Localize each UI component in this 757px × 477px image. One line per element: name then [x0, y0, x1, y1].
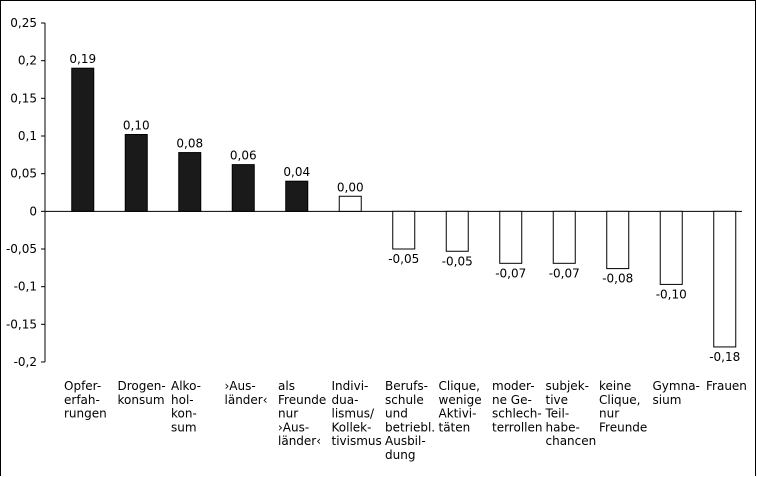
y-tick-label: 0,15 — [10, 91, 37, 105]
category-label-line: subjek- — [546, 379, 589, 393]
category-label-line: wenige — [439, 393, 482, 407]
category-label-line: tivismus — [332, 434, 382, 448]
category-label-line: sum — [171, 420, 197, 434]
y-tick-label: -0,1 — [14, 280, 37, 294]
category-label: ›Aus-länder‹ — [225, 379, 268, 407]
bar-value-label: 0,06 — [230, 149, 257, 163]
category-label-line: Freunde — [599, 420, 647, 434]
category-label-line: Clique, — [439, 379, 480, 393]
category-label-line: hol- — [171, 393, 194, 407]
category-label: Indivi-dua-lismus/Kollek-tivismus — [332, 379, 382, 448]
category-label-line: Frauen — [706, 379, 747, 393]
category-label-line: schlech- — [492, 407, 542, 421]
category-label-line: terrollen — [492, 420, 542, 434]
bar-value-label: -0,08 — [602, 272, 633, 286]
bar-value-label: -0,07 — [495, 266, 526, 280]
bar-value-label: -0,18 — [709, 350, 740, 364]
category-label-line: nur — [278, 407, 298, 421]
category-label-line: ne Ge- — [492, 393, 532, 407]
category-label: Gymna-sium — [653, 379, 700, 407]
category-label-line: konsum — [118, 393, 165, 407]
bar-value-label: -0,10 — [656, 287, 687, 301]
y-tick-label: 0,25 — [10, 16, 37, 30]
bar-value-label: 0,08 — [176, 137, 203, 151]
bar-value-label: 0,00 — [337, 180, 364, 194]
category-label-line: schule — [385, 393, 424, 407]
category-label-line: und — [385, 407, 408, 421]
category-label-line: sium — [653, 393, 682, 407]
y-tick-label: -0,05 — [6, 242, 37, 256]
bar-filled — [285, 180, 309, 212]
category-label-line: betriebl. — [385, 420, 435, 434]
category-label-line: erfah- — [64, 393, 100, 407]
y-tick-label: -0,2 — [14, 355, 37, 369]
bar-filled — [71, 67, 95, 212]
category-label-line: Gymna- — [653, 379, 700, 393]
y-tick-label: 0,05 — [10, 167, 37, 181]
category-label-line: moder- — [492, 379, 535, 393]
bar-outline — [338, 195, 362, 212]
bar-filled — [178, 152, 202, 212]
category-label: Alko-hol-kon-sum — [171, 379, 201, 434]
category-label-line: rungen — [64, 407, 107, 421]
category-label-line: Aktivi- — [439, 407, 477, 421]
category-label-line: Opfer- — [64, 379, 101, 393]
category-label-line: Drogen- — [118, 379, 166, 393]
bar-outline — [713, 210, 737, 348]
bar-value-label: -0,05 — [388, 252, 419, 266]
category-label: Clique, wenige Aktivi-täten — [439, 379, 482, 434]
bar-value-label: -0,07 — [549, 266, 580, 280]
category-label-line: Ausbil- — [385, 434, 426, 448]
category-label-line: länder‹ — [278, 434, 321, 448]
bar-outline — [659, 210, 683, 285]
category-label-line: täten — [439, 420, 471, 434]
category-label: Berufs-schule und betriebl. Ausbil-dung — [385, 379, 435, 462]
y-tick-label: 0 — [29, 204, 37, 218]
category-label-line: Berufs- — [385, 379, 428, 393]
category-label-line: länder‹ — [225, 393, 268, 407]
category-label: keine Clique, nur Freunde — [599, 379, 647, 434]
bar-filled — [231, 164, 255, 212]
category-label-line: als — [278, 379, 295, 393]
category-label-line: Kollek- — [332, 420, 372, 434]
category-label-line: ›Aus- — [225, 379, 256, 393]
category-label-line: Teil- — [545, 407, 570, 421]
category-label-line: Alko- — [171, 379, 201, 393]
category-label: Drogen-konsum — [118, 379, 166, 407]
bar-outline — [606, 210, 630, 270]
category-label-line: keine — [599, 379, 631, 393]
bar-value-label: 0,19 — [69, 52, 96, 66]
bar-outline — [552, 210, 576, 264]
bar-outline — [499, 210, 523, 264]
y-tick-label: 0,2 — [18, 54, 37, 68]
y-tick-label: -0,15 — [6, 317, 37, 331]
category-label-line: nur — [599, 407, 619, 421]
category-label-line: Indivi- — [332, 379, 369, 393]
category-label: als Freunde nur ›Aus-länder‹ — [278, 379, 326, 448]
category-label-line: tive — [546, 393, 569, 407]
bar-outline — [392, 210, 416, 250]
category-label-line: chancen — [546, 434, 597, 448]
category-label: Opfer-erfah-rungen — [64, 379, 107, 421]
bar-value-label: 0,04 — [283, 165, 310, 179]
category-label-line: lismus/ — [332, 407, 375, 421]
category-label: Frauen — [706, 379, 747, 393]
category-label-line: dung — [385, 448, 415, 462]
category-label-line: dua- — [332, 393, 359, 407]
category-label-line: ›Aus- — [278, 420, 309, 434]
bar-value-label: 0,10 — [123, 118, 150, 132]
category-label-line: kon- — [171, 407, 197, 421]
category-label-line: habe- — [546, 420, 580, 434]
bar-value-label: -0,05 — [442, 254, 473, 268]
category-label-line: Freunde — [278, 393, 326, 407]
category-label-line: Clique, — [599, 393, 640, 407]
bar-outline — [445, 210, 469, 252]
bar-filled — [124, 133, 148, 212]
category-label: subjek-tive Teil-habe-chancen — [545, 379, 597, 448]
category-label: moder-ne Ge-schlech-terrollen — [492, 379, 542, 434]
y-tick-label: 0,1 — [18, 129, 37, 143]
